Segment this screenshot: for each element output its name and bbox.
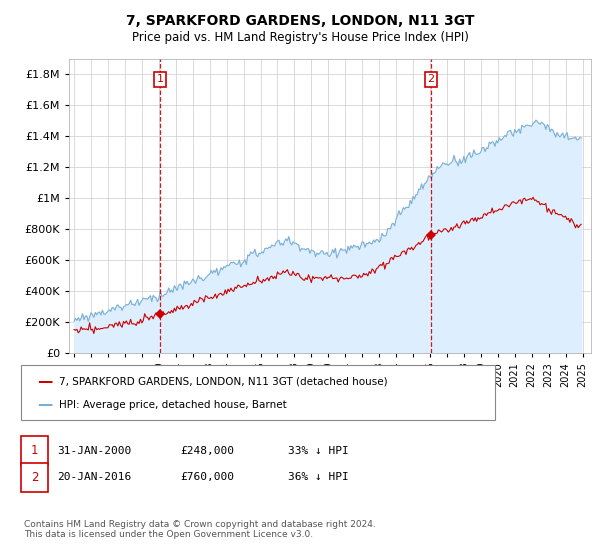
Text: 31-JAN-2000: 31-JAN-2000 — [57, 446, 131, 456]
Text: £248,000: £248,000 — [180, 446, 234, 456]
Text: —: — — [37, 398, 53, 412]
Text: 33% ↓ HPI: 33% ↓ HPI — [288, 446, 349, 456]
Text: Price paid vs. HM Land Registry's House Price Index (HPI): Price paid vs. HM Land Registry's House … — [131, 31, 469, 44]
Text: £760,000: £760,000 — [180, 472, 234, 482]
Text: 36% ↓ HPI: 36% ↓ HPI — [288, 472, 349, 482]
Text: HPI: Average price, detached house, Barnet: HPI: Average price, detached house, Barn… — [59, 400, 287, 410]
Text: 2: 2 — [31, 470, 38, 484]
Text: 1: 1 — [31, 444, 38, 458]
Text: 2: 2 — [427, 74, 434, 85]
Text: Contains HM Land Registry data © Crown copyright and database right 2024.
This d: Contains HM Land Registry data © Crown c… — [24, 520, 376, 539]
Text: —: — — [37, 374, 53, 389]
Text: 7, SPARKFORD GARDENS, LONDON, N11 3GT: 7, SPARKFORD GARDENS, LONDON, N11 3GT — [126, 14, 474, 28]
Text: 7, SPARKFORD GARDENS, LONDON, N11 3GT (detached house): 7, SPARKFORD GARDENS, LONDON, N11 3GT (d… — [59, 377, 388, 387]
Text: 20-JAN-2016: 20-JAN-2016 — [57, 472, 131, 482]
Text: 1: 1 — [157, 74, 164, 85]
